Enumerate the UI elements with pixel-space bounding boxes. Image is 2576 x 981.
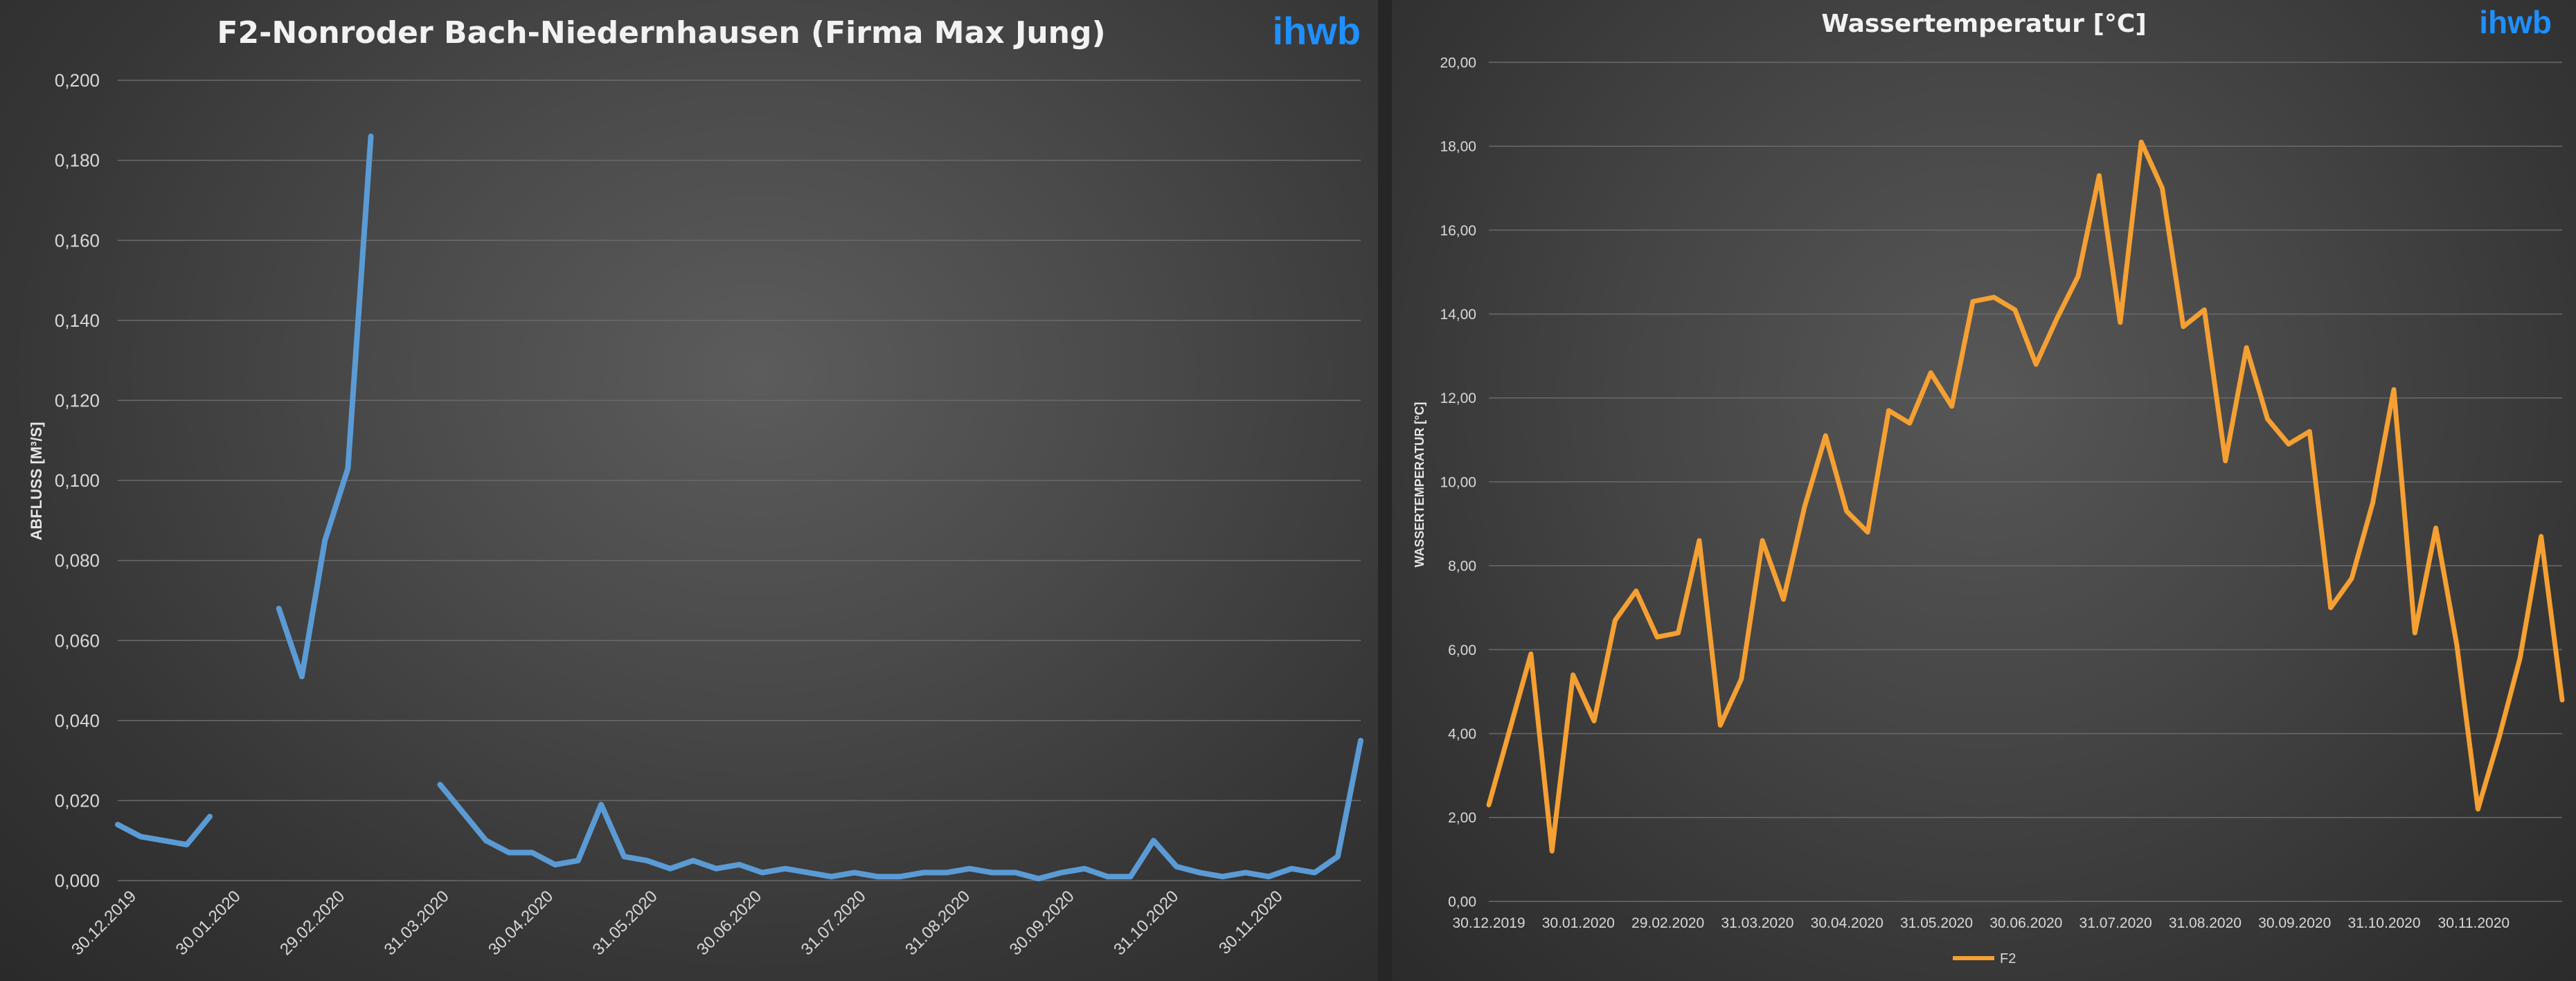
y-tick-label: 0,200 (55, 70, 100, 91)
y-tick-label: 0,000 (55, 870, 100, 891)
y-tick-label: 0,140 (55, 310, 100, 331)
y-tick-label: 0,020 (55, 791, 100, 811)
x-tick-label: 31.07.2020 (798, 887, 870, 959)
y-tick-label: 14,00 (1440, 307, 1476, 323)
chart-title: Wassertemperatur [°C] (1821, 10, 2147, 38)
y-tick-label: 8,00 (1448, 559, 1476, 575)
x-tick-label: 31.08.2020 (2169, 915, 2242, 931)
x-tick-label: 31.08.2020 (902, 887, 974, 959)
x-tick-label: 31.10.2020 (2347, 915, 2420, 931)
x-tick-label: 30.09.2020 (1006, 887, 1078, 959)
series-line-segment-0 (1486, 139, 2565, 854)
grid-lines (1489, 62, 2562, 902)
x-tick-label: 30.04.2020 (1811, 915, 1884, 931)
y-axis-label: ABFLUSS [M³/S] (28, 422, 45, 540)
legend-label: F2 (2000, 951, 2016, 966)
x-tick-label: 30.12.2019 (68, 887, 140, 959)
y-axis-label: WASSERTEMPERATUR [°C] (1413, 402, 1426, 568)
y-tick-label: 0,180 (55, 150, 100, 171)
series-line-segment-1 (276, 133, 374, 680)
x-tick-label: 30.11.2020 (1215, 887, 1287, 958)
panel-divider (1378, 0, 1392, 981)
y-tick-label: 4,00 (1448, 726, 1476, 742)
temperature-series (1486, 139, 2565, 854)
x-tick-label: 31.03.2020 (381, 887, 453, 959)
brand-logo: ihwb (1272, 9, 1361, 53)
x-tick-label: 31.07.2020 (2079, 915, 2152, 931)
x-tick-label: 31.03.2020 (1721, 915, 1794, 931)
y-tick-labels: 0,00 2,00 4,00 6,00 8,00 10,00 12,00 14,00 16,00… (1440, 55, 1476, 910)
x-tick-label: 30.06.2020 (1989, 915, 2062, 931)
y-tick-label: 10,00 (1440, 474, 1476, 490)
x-tick-label: 31.05.2020 (1900, 915, 1973, 931)
x-tick-labels: 30.12.2019 30.01.2020 29.02.2020 31.03.2020… (1452, 915, 2510, 931)
x-tick-label: 29.02.2020 (1631, 915, 1704, 931)
chart-title: F2-Nonroder Bach-Niedernhausen (Firma Ma… (217, 15, 1105, 51)
y-tick-label: 12,00 (1440, 390, 1476, 406)
x-tick-label: 31.05.2020 (589, 887, 661, 959)
y-tick-label: 0,100 (55, 470, 100, 491)
y-tick-label: 2,00 (1448, 810, 1476, 826)
x-tick-label: 30.06.2020 (693, 887, 765, 959)
grid-lines (118, 80, 1361, 881)
x-tick-label: 31.10.2020 (1110, 887, 1182, 959)
x-tick-labels: 30.12.2019 30.01.2020 29.02.2020 31.03.2020… (68, 887, 1287, 959)
discharge-chart: F2-Nonroder Bach-Niedernhausen (Firma Ma… (28, 9, 1363, 959)
y-tick-label: 18,00 (1440, 139, 1476, 155)
y-tick-labels: 0,000 0,020 0,040 0,060 0,080 0,100 0,120 0,140… (55, 70, 100, 891)
y-tick-label: 20,00 (1440, 55, 1476, 71)
x-tick-label: 30.01.2020 (1542, 915, 1615, 931)
y-tick-label: 16,00 (1440, 223, 1476, 239)
x-tick-label: 30.04.2020 (485, 887, 557, 959)
y-tick-label: 0,120 (55, 390, 100, 411)
x-tick-label: 30.12.2019 (1452, 915, 1525, 931)
discharge-series (115, 133, 1363, 882)
y-tick-label: 0,00 (1448, 894, 1476, 910)
x-tick-label: 29.02.2020 (276, 887, 348, 959)
brand-logo: ihwb (2479, 4, 2552, 40)
y-tick-label: 0,080 (55, 550, 100, 571)
series-line-segment-0 (115, 813, 213, 847)
x-tick-label: 30.01.2020 (172, 887, 244, 959)
y-tick-label: 0,040 (55, 710, 100, 731)
x-tick-label: 30.09.2020 (2258, 915, 2331, 931)
y-tick-label: 6,00 (1448, 642, 1476, 658)
legend: F2 (1953, 951, 2016, 966)
water-temperature-chart: Wassertemperatur [°C] ihwb WASSERTEMPERA… (1413, 4, 2565, 966)
series-line-segment-2 (437, 737, 1363, 882)
water-temperature-chart-panel: Wassertemperatur [°C] ihwb WASSERTEMPERA… (1392, 0, 2576, 981)
y-tick-label: 0,060 (55, 630, 100, 651)
discharge-chart-panel: F2-Nonroder Bach-Niedernhausen (Firma Ma… (0, 0, 1378, 981)
x-tick-label: 30.11.2020 (2438, 915, 2510, 931)
y-tick-label: 0,160 (55, 230, 100, 251)
